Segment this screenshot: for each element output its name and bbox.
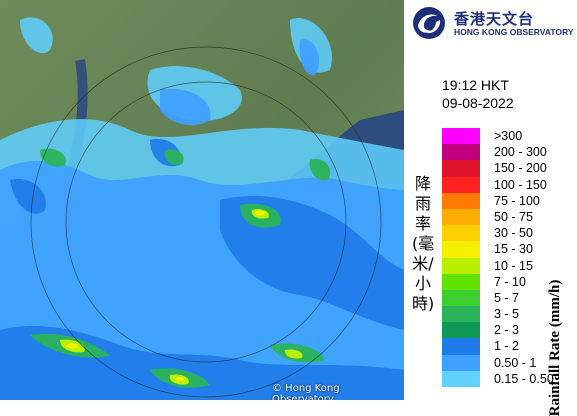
legend-swatch: [442, 322, 480, 339]
legend-swatch: [442, 338, 480, 355]
legend-label: 1 - 2: [494, 339, 520, 354]
rain-echo-blue: [0, 139, 404, 400]
legend-label: 2 - 3: [494, 323, 520, 338]
time-text: 19:12 HKT: [442, 77, 509, 93]
hko-swirl-logo-icon: [413, 7, 445, 39]
timestamp: 19:12 HKT 09-08-2022: [442, 76, 514, 112]
legend-swatch: [442, 370, 480, 387]
legend-swatch: [442, 306, 480, 323]
legend-swatch: [442, 144, 480, 161]
legend-title-chinese: 降雨率(毫米/小時): [412, 174, 435, 313]
legend-swatch: [442, 289, 480, 307]
copyright-text: © Hong Kong Observatory: [272, 383, 340, 400]
legend-label: >300: [494, 129, 523, 143]
legend-label: 100 - 150: [494, 177, 547, 192]
observatory-logo: 香港天文台 HONG KONG OBSERVATORY: [412, 6, 576, 40]
legend-title-english: Rainfall Rate (mm/h): [547, 279, 563, 416]
legend-swatch: [442, 241, 480, 258]
legend-label: 200 - 300: [494, 145, 547, 160]
legend-swatch: [442, 192, 480, 209]
legend-label: 15 - 30: [494, 242, 533, 257]
date-text: 09-08-2022: [442, 95, 514, 111]
legend-swatch: [442, 128, 480, 145]
legend-label: 50 - 75: [494, 209, 533, 224]
rain-echo-core: [66, 210, 265, 381]
legend-swatch: [442, 208, 480, 226]
legend-swatch: [442, 273, 480, 290]
legend-label: 0.50 - 1: [494, 355, 537, 370]
range-rings: [30, 46, 382, 398]
logo-chinese: 香港天文台: [454, 10, 535, 28]
legend-label: 7 - 10: [494, 274, 526, 289]
logo-english: HONG KONG OBSERVATORY: [454, 27, 574, 37]
legend-swatch: [442, 225, 480, 242]
legend-label: 3 - 5: [494, 307, 520, 322]
legend-label: 75 - 100: [494, 193, 540, 208]
legend-label: 150 - 200: [494, 161, 547, 176]
legend-label: 10 - 15: [494, 258, 533, 273]
legend-swatch: [442, 160, 480, 177]
legend-swatch: [442, 354, 480, 371]
radar-map: © Hong Kong Observatory: [0, 0, 404, 400]
legend-swatch: [442, 176, 480, 193]
legend-label: 30 - 50: [494, 226, 533, 241]
info-panel: 香港天文台 HONG KONG OBSERVATORY 19:12 HKT 09…: [404, 0, 577, 416]
legend-label: 5 - 7: [494, 290, 520, 305]
radar-image: [0, 0, 404, 400]
legend-label: 0.15 - 0.50: [494, 371, 554, 386]
legend-swatch: [442, 257, 480, 274]
